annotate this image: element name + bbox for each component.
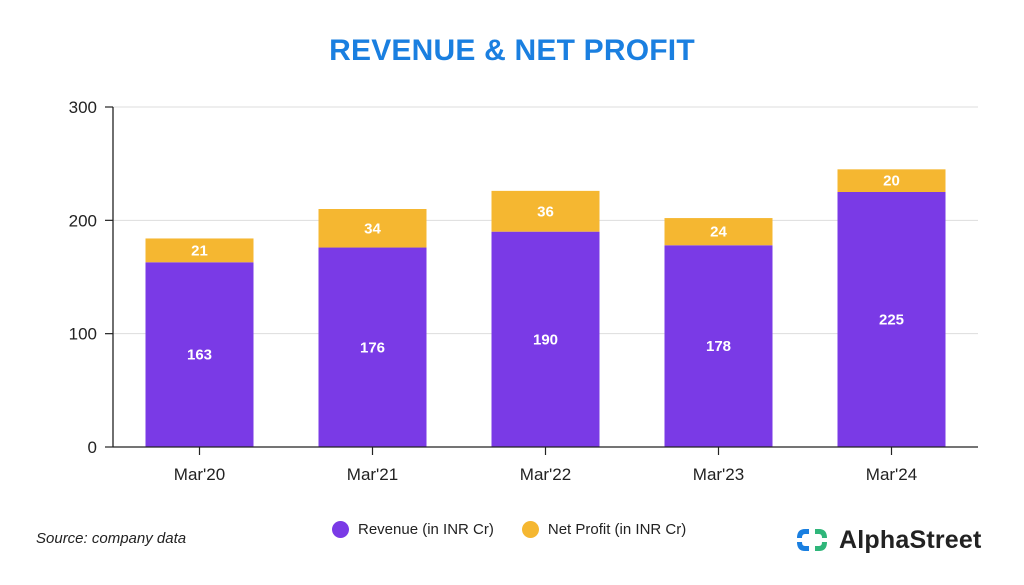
data-label-net-profit-2: 36 (537, 203, 554, 220)
labels: 0 100 200 300 163 21 Mar'20 176 34 Mar'21 190 36 Mar… (69, 98, 918, 484)
x-tick-label-4: Mar'24 (866, 465, 917, 484)
y-tick-label-0: 0 (88, 438, 97, 457)
bar-revenue-2 (491, 231, 600, 447)
brand-name: AlphaStreet (839, 525, 982, 554)
legend-item-revenue: Revenue (in INR Cr) (332, 521, 494, 538)
data-label-revenue-4: 225 (879, 312, 904, 329)
y-tick-label-300: 300 (69, 98, 97, 117)
bar-net-profit-3 (664, 218, 773, 246)
x-tick-label-0: Mar'20 (174, 465, 225, 484)
data-label-revenue-1: 176 (360, 339, 385, 356)
data-label-net-profit-4: 20 (883, 173, 900, 190)
legend-item-net-profit: Net Profit (in INR Cr) (521, 521, 687, 538)
bar-net-profit-1 (318, 209, 427, 248)
x-tick-label-1: Mar'21 (347, 465, 398, 484)
data-label-net-profit-3: 24 (710, 224, 727, 241)
legend-label-revenue: Revenue (in INR Cr) (358, 521, 494, 538)
x-tick-label-2: Mar'22 (520, 465, 571, 484)
data-label-revenue-3: 178 (706, 338, 731, 355)
bar-revenue-1 (318, 247, 427, 447)
legend-swatch-net-profit (521, 521, 539, 538)
bar-revenue-3 (664, 245, 773, 447)
legend: Revenue (in INR Cr) Net Profit (in INR C… (332, 521, 686, 538)
axes (105, 106, 978, 455)
x-tick-label-3: Mar'23 (693, 465, 744, 484)
legend-swatch-revenue (332, 521, 349, 538)
bars (145, 169, 946, 447)
bar-net-profit-0 (145, 238, 254, 263)
brand-logo: AlphaStreet (795, 525, 982, 555)
bar-revenue-4 (837, 192, 946, 447)
alphastreet-logo-icon (797, 529, 827, 551)
data-label-net-profit-1: 34 (364, 220, 381, 237)
data-label-net-profit-0: 21 (191, 242, 208, 259)
y-tick-label-200: 200 (69, 211, 97, 230)
source-note: Source: company data (36, 530, 187, 547)
data-label-revenue-0: 163 (187, 347, 212, 364)
data-label-revenue-2: 190 (533, 331, 558, 348)
bar-net-profit-2 (491, 190, 600, 232)
y-tick-label-100: 100 (69, 325, 97, 344)
chart-title: REVENUE & NET PROFIT (329, 34, 695, 67)
bar-revenue-0 (145, 262, 254, 447)
bar-net-profit-4 (837, 169, 946, 192)
legend-label-net-profit: Net Profit (in INR Cr) (547, 521, 687, 538)
